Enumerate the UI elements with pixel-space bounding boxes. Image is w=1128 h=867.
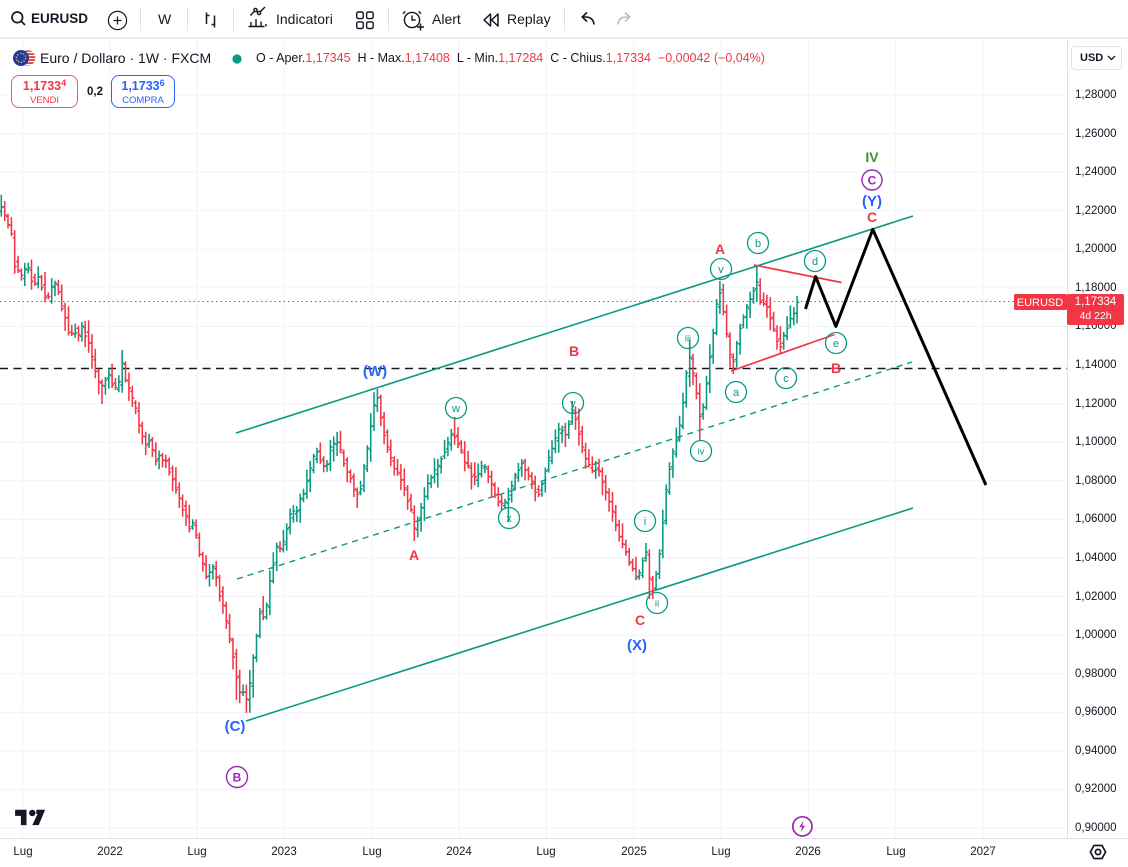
svg-text:A: A	[715, 241, 725, 257]
svg-text:w: w	[451, 403, 460, 415]
svg-text:(C): (C)	[225, 718, 246, 735]
svg-text:d: d	[812, 256, 818, 268]
svg-text:y: y	[570, 398, 576, 410]
svg-text:i: i	[644, 516, 646, 528]
svg-text:IV: IV	[865, 149, 879, 165]
svg-text:iii: iii	[685, 334, 691, 345]
svg-text:iv: iv	[698, 447, 705, 458]
svg-text:b: b	[755, 238, 761, 250]
svg-text:A: A	[409, 547, 419, 563]
svg-text:x: x	[506, 513, 512, 525]
svg-text:v: v	[718, 264, 724, 276]
svg-text:(X): (X)	[627, 637, 647, 654]
svg-text:a: a	[733, 387, 740, 399]
svg-text:(W): (W)	[363, 363, 387, 380]
svg-text:B: B	[831, 360, 841, 376]
svg-text:ii: ii	[655, 599, 659, 610]
svg-text:(Y): (Y)	[862, 193, 882, 210]
svg-text:EURUSD: EURUSD	[1017, 297, 1064, 309]
svg-text:B: B	[569, 343, 579, 359]
svg-text:B: B	[233, 771, 242, 785]
svg-text:e: e	[833, 338, 839, 350]
svg-text:C: C	[868, 174, 877, 188]
svg-text:C: C	[635, 612, 645, 628]
svg-text:C: C	[867, 209, 877, 225]
svg-text:c: c	[783, 373, 789, 385]
